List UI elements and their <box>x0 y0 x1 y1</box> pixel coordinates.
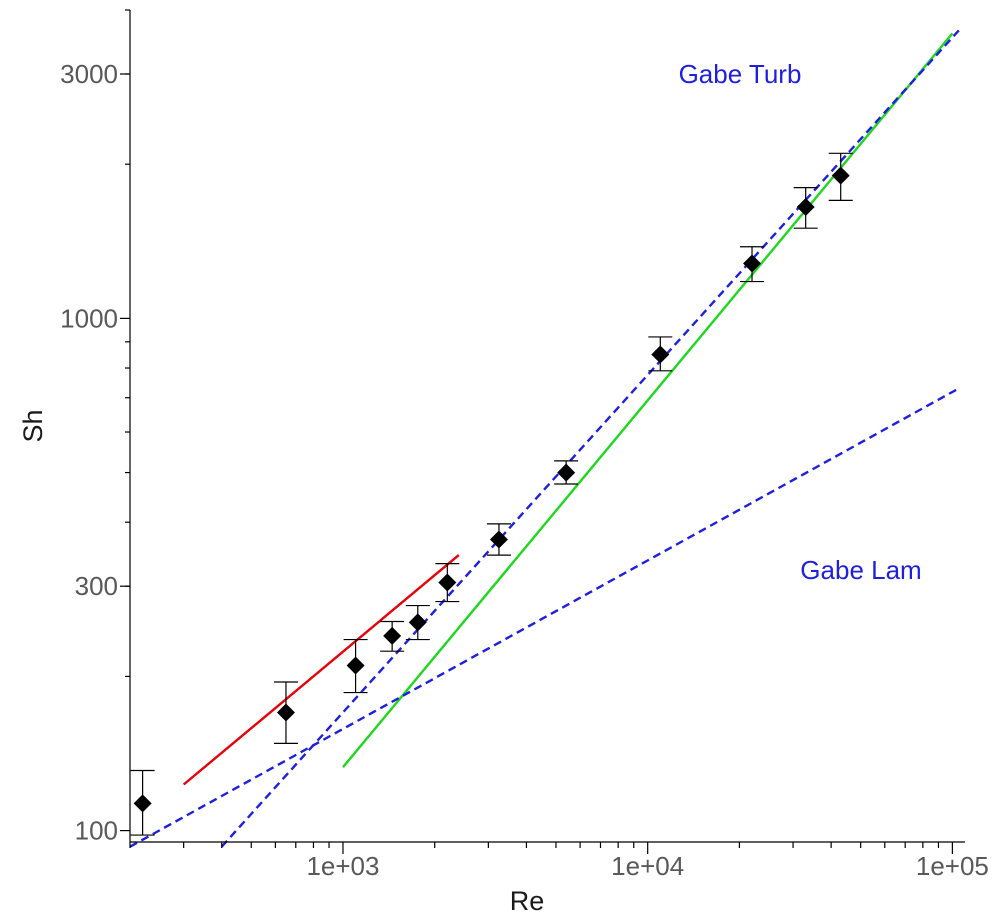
data-point-7 <box>557 463 576 482</box>
data-point-1 <box>276 703 295 722</box>
tick-layer <box>120 9 953 854</box>
x-axis-title: Re <box>510 886 545 916</box>
annotation-gabe-lam: Gabe Lam <box>800 555 921 585</box>
marker-layer <box>133 166 850 813</box>
data-point-3 <box>383 626 402 645</box>
y-tick-label-2: 1000 <box>60 303 118 333</box>
y-tick-label-3: 3000 <box>60 59 118 89</box>
data-point-8 <box>651 345 670 364</box>
data-point-2 <box>346 656 365 675</box>
data-point-6 <box>489 530 508 549</box>
axes-layer <box>129 10 965 843</box>
data-point-10 <box>796 197 815 216</box>
x-tick-label-0: 1e+03 <box>306 851 379 881</box>
data-point-0 <box>133 794 152 813</box>
annotation-gabe-turb: Gabe Turb <box>679 59 802 89</box>
label-layer: 1e+03 1e+04 1e+05 100 300 1000 3000 <box>60 59 989 881</box>
y-tick-label-0: 100 <box>75 816 118 846</box>
series-line-3 <box>220 29 960 848</box>
data-point-4 <box>408 613 427 632</box>
series-line-1 <box>342 32 954 768</box>
series-line-2 <box>129 387 960 848</box>
data-point-11 <box>831 166 850 185</box>
data-point-9 <box>743 254 762 273</box>
y-axis-title: Sh <box>18 409 48 442</box>
y-tick-label-1: 300 <box>75 571 118 601</box>
series-line-0 <box>182 554 460 786</box>
data-point-5 <box>438 573 457 592</box>
x-tick-label-1: 1e+04 <box>611 851 684 881</box>
x-tick-label-2: 1e+05 <box>916 851 989 881</box>
series-layer <box>129 29 960 848</box>
errorbar-layer <box>130 152 853 836</box>
